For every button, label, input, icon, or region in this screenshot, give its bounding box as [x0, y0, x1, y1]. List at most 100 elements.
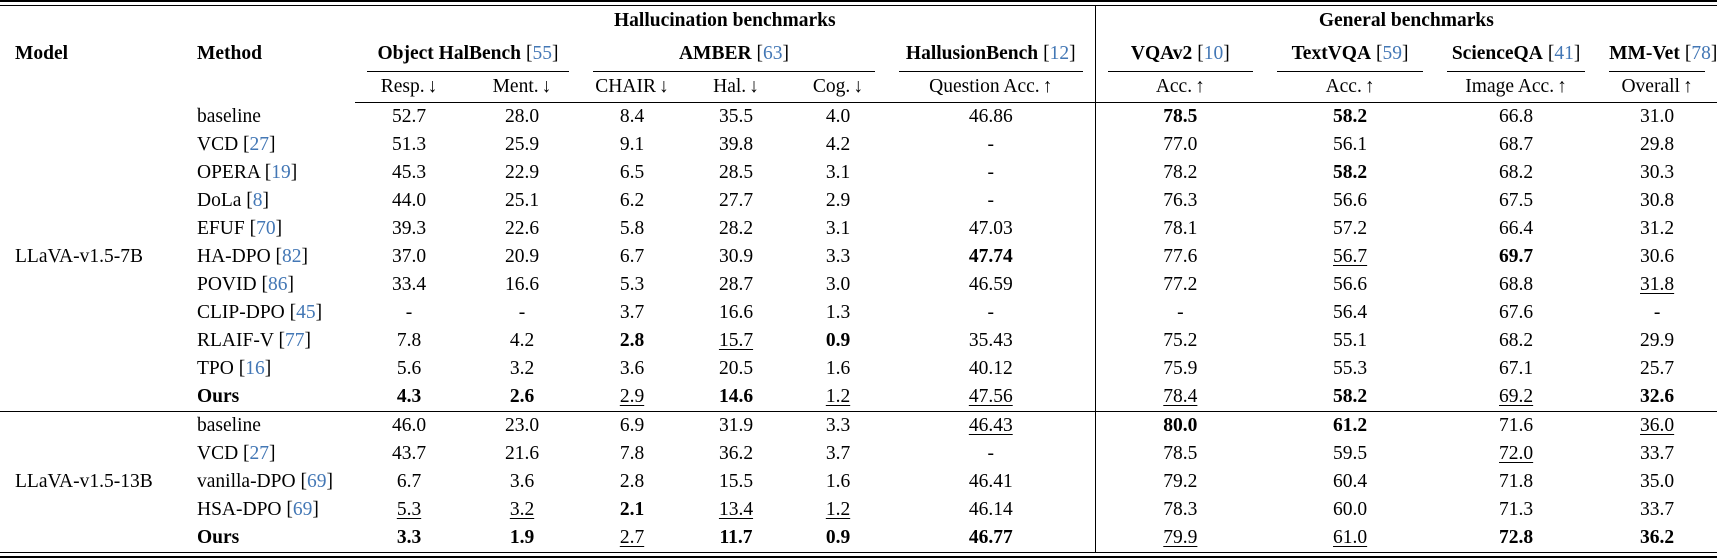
- value-cell: 37.0: [391, 245, 427, 267]
- value-cell: 78.2: [1163, 161, 1198, 183]
- value-cell: 2.9: [825, 189, 851, 211]
- citation-number: 55: [532, 43, 553, 64]
- citation-number: 86: [267, 273, 288, 295]
- value-cell: 55.3: [1333, 357, 1368, 379]
- metric-header-row: Resp. ↓ Ment. ↓ CHAIR ↓ Hal. ↓ Cog. ↓ Questio…: [0, 72, 1717, 103]
- value-cell: 78.1: [1163, 217, 1198, 239]
- value-cell: 61.2: [1265, 410, 1436, 440]
- table-row: LLaVA-v1.5-13B baseline 46.0 23.0 6.9 31.9 3.3…: [0, 410, 1717, 553]
- col-header-mm-vet: MM-Vet [78]: [1597, 36, 1717, 72]
- method-label: Ours: [197, 526, 240, 548]
- col-header-textvqa: TextVQA [59]: [1265, 36, 1435, 72]
- value-cell: 3.0: [825, 273, 851, 295]
- method-label: baseline: [197, 105, 261, 127]
- method-label: EFUF [70]: [197, 217, 283, 239]
- value-cell: 31.0: [1640, 106, 1675, 127]
- value-cell: 46.86: [887, 102, 1096, 132]
- value-cell: 44.0: [391, 189, 427, 211]
- value-cell: -: [405, 301, 413, 323]
- col-header-method: Method: [197, 43, 262, 65]
- table-body: LLaVA-v1.5-7B baseline 52.7 28.0 8.4 35.5 4.0 4…: [0, 102, 1717, 553]
- metric-textvqa-acc: Acc. ↑: [1265, 72, 1436, 103]
- results-table: Model Method Hallucination benchmarks Ge…: [0, 5, 1717, 553]
- value-cell: -: [887, 131, 1096, 159]
- up-arrow-icon: ↑: [1364, 76, 1375, 97]
- value-cell: 6.2: [619, 189, 645, 211]
- value-cell: 30.6: [1640, 245, 1675, 267]
- metric-hal: Hal. ↓: [683, 72, 789, 103]
- value-cell: 61.0: [1333, 526, 1368, 548]
- value-cell: 28.5: [718, 161, 754, 183]
- group-header-general-benchmarks: General benchmarks: [1318, 10, 1494, 31]
- citation-number: 63: [763, 43, 783, 64]
- value-cell: 46.41: [887, 467, 1096, 496]
- value-cell: 28.0: [504, 106, 540, 127]
- up-arrow-icon: ↑: [1042, 76, 1053, 97]
- value-cell: 1.9: [509, 526, 535, 548]
- value-cell: 56.6: [1333, 273, 1368, 295]
- value-cell: 46.43: [887, 410, 1096, 440]
- value-cell: 56.7: [1333, 245, 1368, 267]
- value-cell: 3.2: [509, 498, 535, 520]
- value-cell: 22.9: [504, 161, 540, 183]
- citation-number: 69: [292, 498, 313, 520]
- value-cell: 36.2: [718, 442, 754, 464]
- value-cell: 69.7: [1499, 245, 1534, 267]
- value-cell: 5.3: [396, 498, 422, 520]
- table-row: RLAIF-V [77] 7.8 4.2 2.8 15.7 0.9 35.43 75.2 55.…: [0, 326, 1717, 355]
- value-cell: 52.7: [391, 106, 427, 127]
- value-cell: 39.3: [391, 217, 427, 239]
- value-cell: 35.0: [1640, 470, 1675, 492]
- value-cell: -: [887, 298, 1096, 327]
- citation-number: 45: [296, 301, 316, 323]
- col-header-scienceqa: ScienceQA [41]: [1435, 36, 1597, 72]
- method-label: POVID [86]: [197, 273, 294, 295]
- citation-number: 27: [249, 442, 270, 464]
- value-cell: 72.0: [1499, 442, 1534, 464]
- value-cell: 71.6: [1435, 410, 1598, 440]
- model-label: LLaVA-v1.5-7B: [15, 245, 143, 267]
- value-cell: 2.8: [619, 470, 645, 492]
- method-label: RLAIF-V [77]: [197, 329, 311, 351]
- value-cell: 46.59: [887, 270, 1096, 299]
- value-cell: 78.4: [1163, 385, 1198, 407]
- value-cell: 1.6: [825, 470, 851, 492]
- value-cell: 56.6: [1333, 189, 1368, 211]
- table-row: OPERA [19] 45.3 22.9 6.5 28.5 3.1 - 78.2 58.2 68.…: [0, 159, 1717, 187]
- col-header-object-halbench: Object HalBench [55]: [355, 36, 581, 72]
- value-cell: 47.56: [887, 382, 1096, 412]
- up-arrow-icon: ↑: [1557, 76, 1567, 97]
- value-cell: 77.6: [1163, 245, 1198, 267]
- col-header-model: Model: [15, 43, 69, 65]
- value-cell: 25.7: [1640, 357, 1675, 379]
- value-cell: 9.1: [619, 134, 645, 155]
- value-cell: 39.8: [718, 134, 754, 155]
- value-cell: 30.9: [718, 245, 754, 267]
- value-cell: 16.6: [718, 301, 754, 323]
- value-cell: 79.9: [1163, 526, 1198, 548]
- citation-number: 19: [271, 161, 291, 183]
- value-cell: 6.7: [619, 245, 645, 267]
- value-cell: 58.2: [1333, 106, 1368, 127]
- value-cell: 35.43: [887, 326, 1096, 355]
- col-header-vqav2: VQAv2 [10]: [1095, 36, 1265, 72]
- value-cell: 28.2: [718, 217, 754, 239]
- col-header-amber: AMBER [63]: [581, 36, 887, 72]
- value-cell: 35.5: [718, 106, 754, 127]
- value-cell: 67.6: [1499, 301, 1534, 323]
- value-cell: 60.0: [1333, 498, 1368, 520]
- value-cell: 3.1: [825, 217, 851, 239]
- citation-number: 27: [249, 134, 270, 155]
- value-cell: 58.2: [1333, 161, 1368, 183]
- value-cell: 33.7: [1640, 498, 1675, 520]
- value-cell: 1.2: [825, 385, 851, 407]
- value-cell: 2.1: [619, 498, 645, 520]
- value-cell: 72.8: [1499, 526, 1534, 548]
- value-cell: 2.7: [619, 526, 645, 548]
- citation-number: 8: [252, 189, 263, 211]
- value-cell: 3.7: [619, 301, 645, 323]
- value-cell: 77.0: [1163, 134, 1198, 155]
- value-cell: -: [1653, 301, 1661, 323]
- table-row: POVID [86] 33.4 16.6 5.3 28.7 3.0 46.59 77.2 56.…: [0, 270, 1717, 299]
